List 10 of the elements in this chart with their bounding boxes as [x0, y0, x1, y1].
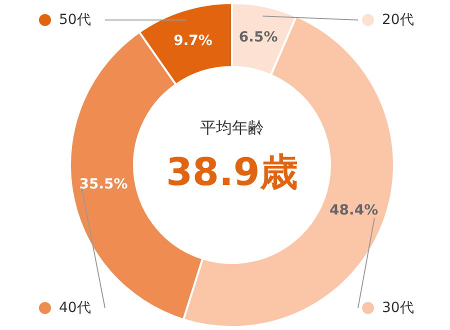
- legend-label: 30代: [382, 300, 414, 316]
- text: 38.9歳: [166, 150, 298, 194]
- legend-label: 20代: [382, 12, 414, 28]
- legend-label: 50代: [59, 12, 91, 28]
- data-label: 48.4%: [330, 202, 378, 218]
- text: 平均年齢: [200, 118, 264, 137]
- data-label: 6.5%: [238, 30, 278, 46]
- data-label: 9.7%: [174, 32, 212, 49]
- legend-label: 40代: [59, 300, 91, 316]
- data-label: 35.5%: [79, 176, 128, 193]
